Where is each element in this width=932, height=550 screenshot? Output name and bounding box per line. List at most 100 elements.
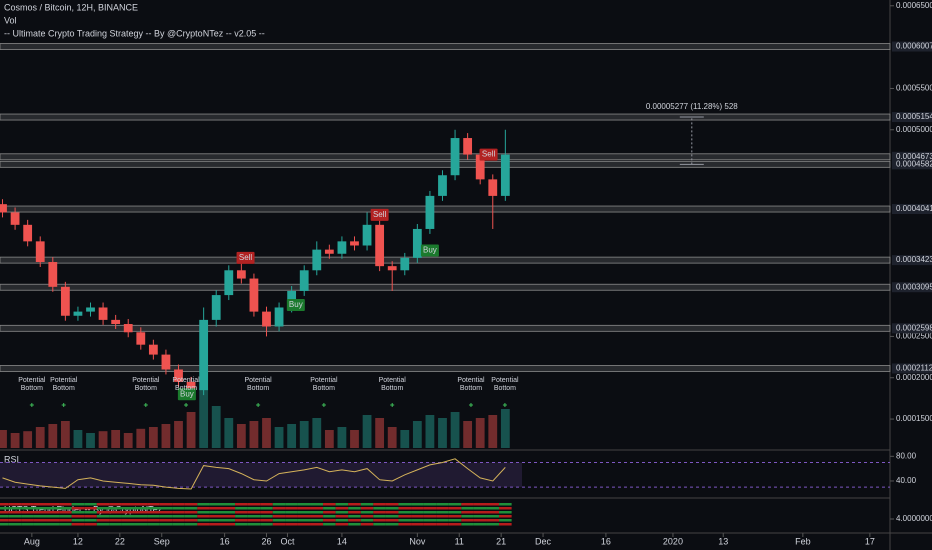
x-tick-label: 17: [865, 536, 875, 546]
level-band: [0, 324, 891, 332]
signal-box: [236, 251, 255, 264]
trend-cell: [385, 515, 399, 518]
candle-body: [324, 249, 334, 254]
trend-cell: [184, 519, 198, 522]
trend-cell: [0, 511, 9, 514]
trend-cell: [21, 511, 34, 514]
volume-bar: [324, 430, 334, 448]
volume-bar: [287, 424, 297, 448]
trend-cell: [33, 515, 47, 518]
candle-body: [500, 154, 510, 196]
chart-title: Cosmos / Bitcoin, 12H, BINANCE: [4, 2, 138, 12]
trend-cell: [235, 523, 248, 526]
trend-cell: [473, 511, 487, 514]
trend-cell: [348, 511, 361, 514]
trend-cell: [348, 515, 361, 518]
bottom-label: Bottom: [175, 385, 197, 392]
trend-cell: [33, 519, 47, 522]
rsi-line: [2, 458, 506, 490]
trend-cell: [71, 503, 85, 506]
trend-cell: [159, 503, 173, 506]
volume-bar: [412, 421, 422, 448]
volume-bar: [111, 430, 121, 448]
trend-cell: [247, 507, 261, 510]
trend-cell: [147, 523, 160, 526]
level-label-bg: [892, 159, 932, 170]
trend-cell: [172, 511, 185, 514]
level-label-bg: [892, 41, 932, 52]
level-label-bg: [892, 363, 932, 374]
bottom-label: Potential: [379, 377, 407, 384]
level-label-bg: [892, 255, 932, 266]
trend-cell: [486, 515, 500, 518]
trend-cell: [96, 507, 110, 510]
trend-cell: [297, 511, 311, 514]
trend-cell: [461, 519, 474, 522]
trend-cell: [348, 503, 361, 506]
level-band: [0, 205, 891, 213]
trend-cell: [310, 507, 324, 510]
candle-body: [412, 228, 422, 258]
trend-cell: [197, 507, 210, 510]
trend-cell: [297, 503, 311, 506]
trend-cell: [398, 523, 412, 526]
trend-cell: [411, 511, 424, 514]
bottom-label: Bottom: [460, 385, 482, 392]
volume-bar: [249, 421, 259, 448]
trend-cell: [235, 515, 248, 518]
signal-box: [420, 244, 439, 257]
trend-cell: [436, 523, 449, 526]
trend-cell: [235, 507, 248, 510]
trend-cell: [8, 507, 22, 510]
candle-body: [350, 241, 359, 246]
signal-label: Sell: [239, 253, 253, 262]
candle-body: [186, 381, 196, 391]
trend-cell: [473, 523, 487, 526]
trend-cell: [260, 519, 273, 522]
trend-cell: [323, 515, 336, 518]
rsi-title: RSI: [4, 454, 19, 464]
volume-bar: [98, 431, 108, 448]
candle-body: [337, 241, 347, 254]
volume-bar: [211, 406, 221, 448]
volume-bar: [362, 415, 372, 448]
trend-cell: [272, 523, 286, 526]
trend-cell: [134, 503, 148, 506]
candle-body: [299, 270, 309, 291]
trend-cell: [172, 507, 185, 510]
volume-bar: [86, 433, 95, 448]
bottom-label: Potential: [132, 377, 160, 384]
trend-cell: [272, 515, 286, 518]
trend-cell: [59, 519, 72, 522]
bottom-label: Potential: [50, 377, 78, 384]
trend-cell: [121, 503, 135, 506]
bottom-label: Bottom: [313, 385, 335, 392]
trend-cell: [222, 515, 236, 518]
trend-cell: [423, 503, 437, 506]
volume-bar: [161, 424, 171, 448]
candle-body: [60, 286, 70, 316]
trend-cell: [373, 511, 386, 514]
candle-body: [249, 278, 259, 312]
trend-cell: [184, 507, 198, 510]
x-tick-label: 11: [455, 536, 464, 546]
trend-cell: [247, 523, 261, 526]
trend-cell: [348, 507, 361, 510]
bottom-label: Potential: [310, 377, 338, 384]
trend-cell: [84, 523, 97, 526]
trend-cell: [33, 523, 47, 526]
rsi-tick-label: 40.00: [896, 476, 917, 485]
x-tick-label: 22: [115, 536, 125, 546]
candle-body: [488, 179, 498, 196]
rsi-tick-label: 80.00: [896, 451, 917, 460]
trend-cell: [411, 507, 424, 510]
trend-cell: [499, 507, 512, 510]
trend-cell: [272, 519, 286, 522]
trend-cell: [272, 503, 286, 506]
trend-cell: [285, 507, 298, 510]
candle-body: [463, 138, 473, 155]
trend-cell: [147, 515, 160, 518]
trend-cell: [84, 519, 97, 522]
trend-cell: [0, 507, 9, 510]
